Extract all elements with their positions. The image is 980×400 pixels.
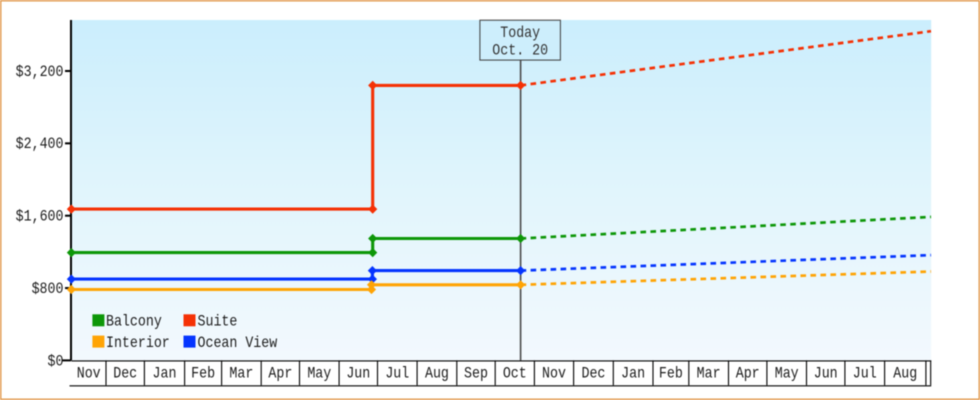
svg-text:Sep: Sep xyxy=(464,366,488,383)
svg-text:$0: $0 xyxy=(48,353,64,370)
svg-text:Jan: Jan xyxy=(153,366,177,383)
svg-text:Mar: Mar xyxy=(229,366,253,383)
svg-text:Jun: Jun xyxy=(814,366,838,383)
svg-text:Oct: Oct xyxy=(503,366,527,383)
svg-text:Jul: Jul xyxy=(385,366,409,383)
svg-text:May: May xyxy=(775,366,799,383)
svg-text:Jun: Jun xyxy=(346,366,370,383)
svg-text:Dec: Dec xyxy=(113,366,137,383)
svg-text:Jan: Jan xyxy=(621,366,645,383)
svg-text:Nov: Nov xyxy=(542,366,566,383)
svg-text:Mar: Mar xyxy=(697,366,721,383)
svg-text:May: May xyxy=(307,366,331,383)
svg-text:Apr: Apr xyxy=(736,366,760,383)
svg-text:Aug: Aug xyxy=(425,366,449,383)
svg-text:Balcony: Balcony xyxy=(106,314,162,331)
svg-text:$2,400: $2,400 xyxy=(16,136,64,153)
svg-text:$1,600: $1,600 xyxy=(16,209,64,226)
svg-text:Dec: Dec xyxy=(581,366,605,383)
svg-text:Suite: Suite xyxy=(198,314,238,331)
svg-text:Feb: Feb xyxy=(191,366,215,383)
svg-text:Feb: Feb xyxy=(659,366,683,383)
svg-text:Ocean View: Ocean View xyxy=(198,335,278,352)
svg-text:$3,200: $3,200 xyxy=(16,64,64,81)
svg-text:Aug: Aug xyxy=(893,366,917,383)
svg-text:Today: Today xyxy=(500,25,540,42)
svg-text:$800: $800 xyxy=(32,281,64,298)
svg-text:Interior: Interior xyxy=(106,335,170,352)
svg-text:Jul: Jul xyxy=(853,366,877,383)
svg-text:Oct. 20: Oct. 20 xyxy=(492,43,548,60)
svg-text:Nov: Nov xyxy=(77,366,101,383)
svg-text:Apr: Apr xyxy=(268,366,292,383)
